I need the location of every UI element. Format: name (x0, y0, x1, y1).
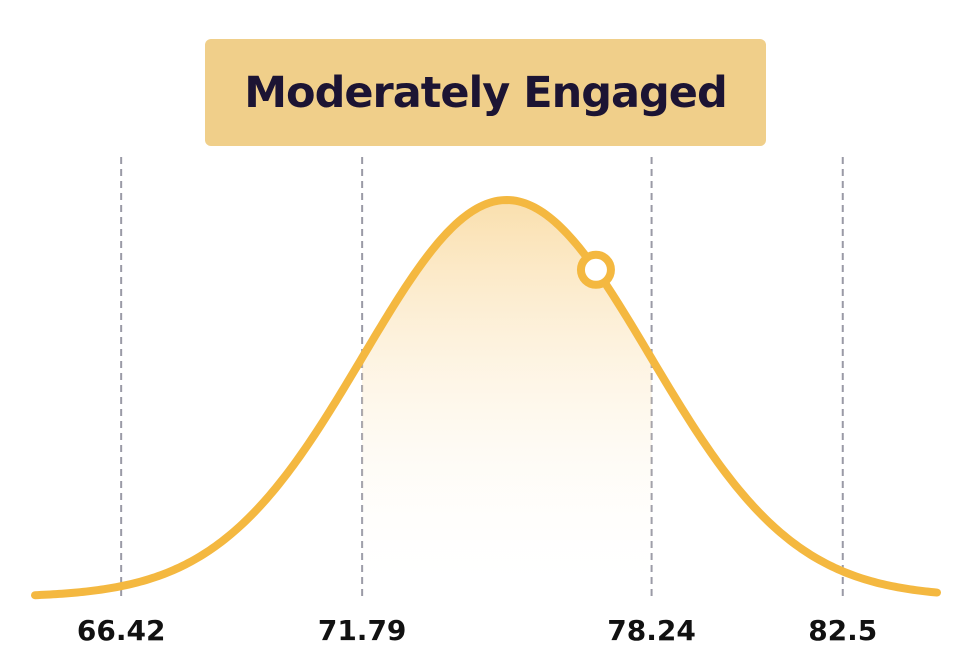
tick-label-2: 78.24 (607, 614, 696, 647)
title-badge: Moderately Engaged (205, 39, 766, 146)
tick-label-1: 71.79 (318, 614, 407, 647)
value-marker (576, 250, 615, 289)
density-curve (31, 195, 941, 600)
tick-label-0: 66.42 (77, 614, 166, 647)
chart-title: Moderately Engaged (244, 67, 727, 118)
highlight-area (362, 200, 652, 597)
tick-label-3: 82.5 (808, 614, 877, 647)
